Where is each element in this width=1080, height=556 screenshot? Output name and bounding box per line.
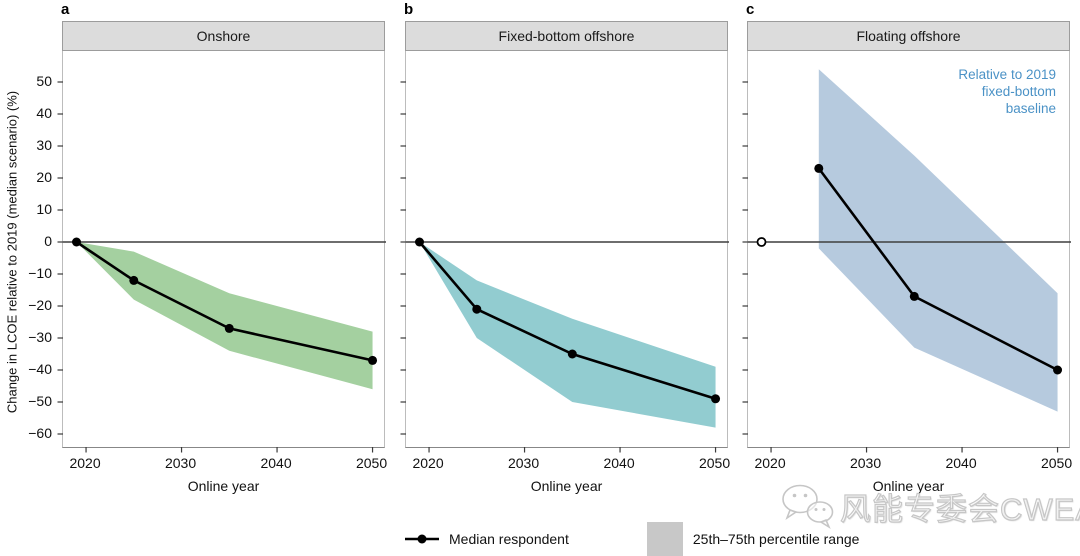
percentile-band-legend-symbol [646, 522, 683, 556]
x-axis-tick-labels: 2020 2030 2040 2050 [747, 455, 1073, 473]
x-axis-title: Online year [187, 478, 260, 494]
y-tick-label: −60 [28, 425, 52, 441]
panel-fixed-bottom-offshore: b Fixed-bottom offshore 2020 2030 2040 2050… [400, 1, 730, 494]
percentile-band [818, 69, 1058, 412]
y-tick-label: −10 [28, 265, 52, 281]
x-tick-label: 2020 [69, 455, 101, 471]
y-tick-label: −50 [28, 393, 52, 409]
panel-letter-c: c [746, 1, 755, 18]
median-point [711, 394, 721, 404]
y-tick-label: 0 [44, 233, 52, 249]
y-tick-label: 10 [36, 201, 52, 217]
median-point [472, 304, 482, 314]
baseline-open-marker [756, 237, 767, 247]
panel-letter-b: b [404, 1, 414, 18]
legend: Median respondent 25th–75th percentile r… [405, 522, 859, 556]
x-tick-label: 2030 [849, 455, 882, 471]
legend-label-percentile-range: 25th–75th percentile range [692, 531, 860, 547]
x-tick-label: 2050 [1040, 455, 1073, 471]
x-tick-label: 2020 [412, 455, 444, 471]
x-axis-title: Online year [872, 478, 945, 494]
watermark: 风能专委会CWEA [780, 482, 1080, 530]
plot-area-floating: Relative to 2019 fixed-bottom baseline [742, 51, 1071, 453]
median-point [224, 323, 234, 333]
median-point [567, 349, 577, 359]
x-axis-tick-labels: 2020 2030 2040 2050 [62, 455, 388, 473]
legend-label-median: Median respondent [449, 531, 569, 547]
plot-area-onshore [57, 51, 386, 453]
baseline-annotation: Relative to 2019 fixed-bottom baseline [958, 67, 1056, 116]
y-tick-label: 20 [36, 169, 52, 185]
panel-title-onshore: Onshore [62, 21, 385, 51]
plot-area-fixed-bottom [400, 51, 729, 453]
median-point [72, 237, 81, 247]
x-tick-label: 2050 [355, 455, 388, 471]
y-tick-label: 30 [36, 137, 52, 153]
watermark-text: 风能专委会CWEA [839, 491, 1080, 527]
panel-title-fixed-bottom: Fixed-bottom offshore [405, 21, 728, 51]
x-axis-tick-labels: 2020 2030 2040 2050 [405, 455, 731, 473]
median-line [418, 241, 716, 401]
y-tick-label: 50 [36, 73, 52, 89]
median-point [415, 237, 424, 247]
onshore-chart-svg [57, 81, 386, 453]
panel-title-floating: Floating offshore [747, 21, 1070, 51]
x-tick-label: 2020 [754, 455, 786, 471]
x-tick-label: 2040 [260, 455, 292, 471]
y-tick-label: 40 [36, 105, 52, 121]
median-point [909, 291, 919, 301]
floating-chart-svg [742, 69, 1071, 453]
panel-floating-offshore: c Floating offshore Relative to 2019 fix… [742, 1, 1072, 494]
x-tick-label: 2040 [945, 455, 977, 471]
wechat-icon [782, 484, 834, 530]
median-line-legend-symbol [405, 534, 439, 544]
fixed-bottom-chart-svg [400, 81, 729, 453]
percentile-band [419, 242, 716, 428]
median-point [368, 355, 378, 365]
x-tick-label: 2030 [507, 455, 540, 471]
y-tick-label: −30 [28, 329, 52, 345]
panel-letter-a: a [61, 1, 70, 18]
y-tick-label: −40 [28, 361, 52, 377]
x-axis-title: Online year [530, 478, 603, 494]
median-point [1053, 365, 1063, 375]
x-tick-label: 2050 [698, 455, 731, 471]
percentile-band [76, 242, 373, 390]
median-point [129, 275, 139, 285]
x-tick-label: 2040 [603, 455, 635, 471]
panel-onshore: a Onshore 2020 2030 2040 2050 Online year [57, 1, 387, 494]
median-point [814, 163, 824, 173]
median-line [75, 240, 373, 362]
x-tick-label: 2030 [164, 455, 197, 471]
y-tick-label: −20 [28, 297, 52, 313]
